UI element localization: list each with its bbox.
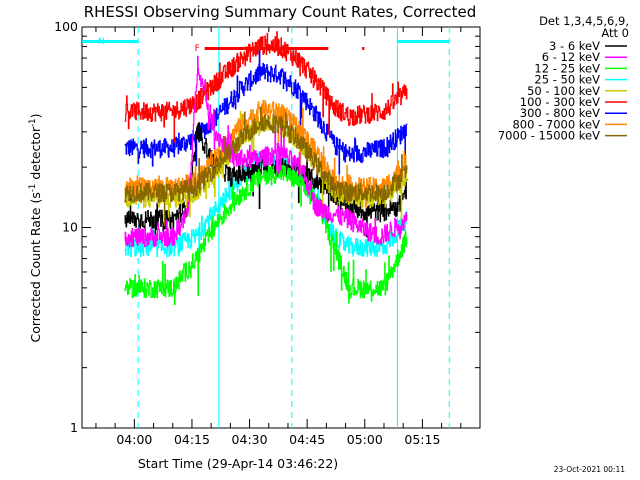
flare-bar: [204, 47, 329, 50]
x-tick-label: 05:15: [404, 432, 440, 447]
flare-flag-label: F: [195, 44, 200, 54]
plot-frame: [81, 26, 481, 429]
x-tick-label: 04:15: [174, 432, 210, 447]
night-flag-label: N: [98, 37, 105, 47]
series-line-2: [124, 158, 408, 305]
x-tick-label: 05:00: [347, 432, 383, 447]
chart-title: RHESSI Observing Summary Count Rates, Co…: [84, 3, 477, 21]
x-axis-label: Start Time (29-Apr-14 03:46:22): [138, 456, 338, 471]
legend-label-0: 3 - 6 keV: [549, 39, 600, 53]
night-bar: [397, 40, 450, 43]
series-line-6: [124, 45, 408, 175]
series-line-5: [124, 31, 408, 143]
night-bar: [82, 40, 139, 43]
y-tick-label: 1: [70, 420, 78, 435]
series-line-8: [124, 107, 408, 227]
legend-label-6: 300 - 800 keV: [520, 106, 600, 120]
x-tick-label: 04:45: [289, 432, 325, 447]
y-axis-label: Corrected Count Rate (s-1 detector-1): [28, 114, 43, 343]
series-layer: [124, 31, 408, 305]
y-tick-label: 100: [54, 19, 78, 34]
legend-label-8: 7000 - 15000 keV: [498, 129, 600, 143]
y-axis: 1 10 100: [54, 19, 480, 435]
legend-label-4: 50 - 100 keV: [527, 84, 600, 98]
flare-bar: [362, 47, 365, 50]
series-line-1: [124, 55, 408, 248]
legend-header-line-2: Att 0: [601, 26, 629, 40]
flag-bars: NF: [82, 37, 450, 54]
y-tick-label: 10: [62, 220, 78, 235]
x-tick-label: 04:30: [232, 432, 268, 447]
legend-header-line-1: Det 1,3,4,5,6,9,: [539, 14, 629, 28]
x-tick-label: 04:00: [116, 432, 152, 447]
x-axis: 04:00 04:15 04:30 04:45 05:00 05:15: [95, 27, 481, 447]
legend-label-1: 6 - 12 keV: [542, 50, 600, 64]
legend-label-5: 100 - 300 keV: [520, 95, 600, 109]
legend: Det 1,3,4,5,6,9, Att 0 300 - 800 keV100 …: [498, 14, 629, 143]
legend-label-2: 12 - 25 keV: [534, 61, 600, 75]
generation-timestamp: 23-Oct-2021 00:11: [554, 465, 625, 474]
legend-label-3: 25 - 50 keV: [534, 73, 600, 87]
legend-label-7: 800 - 7000 keV: [512, 117, 600, 131]
